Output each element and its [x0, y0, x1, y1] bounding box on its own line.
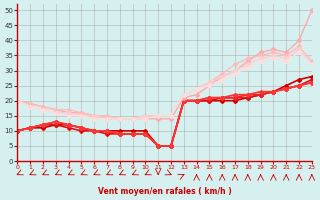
X-axis label: Vent moyen/en rafales ( km/h ): Vent moyen/en rafales ( km/h ) — [98, 187, 231, 196]
